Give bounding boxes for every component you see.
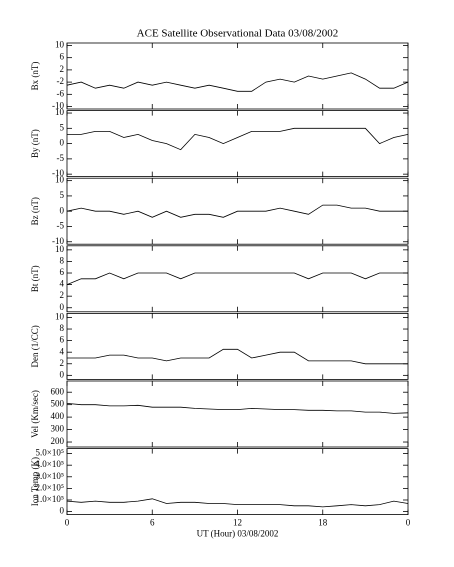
y-tick-label: 10 <box>55 312 65 322</box>
y-tick-label: 0 <box>60 205 65 215</box>
y-tick-label: 5.0×10⁵ <box>36 448 64 458</box>
y-tick-label: 1.0×10⁵ <box>36 494 64 504</box>
y-tick-label: 2 <box>60 358 65 368</box>
y-tick-label: 4.0×10⁵ <box>36 459 64 469</box>
x-tick-label: 6 <box>150 518 155 528</box>
y-tick-label: 10 <box>55 175 65 185</box>
y-tick-label: -2 <box>57 76 65 86</box>
data-line <box>67 127 409 151</box>
panel-frame <box>66 380 409 448</box>
y-axis-label: Ion Temp (K) <box>30 457 40 506</box>
y-tick-label: -10 <box>52 236 64 246</box>
y-tick-label: -10 <box>52 101 64 111</box>
y-tick-label: 8 <box>60 323 65 333</box>
y-axis-label: Bx (nT) <box>30 62 40 91</box>
y-tick-label: 0 <box>60 138 65 148</box>
data-line <box>66 204 408 218</box>
x-tick-label: 0 <box>406 518 411 528</box>
data-line <box>66 403 409 414</box>
y-tick-label: 10 <box>55 40 65 50</box>
y-tick-label: 600 <box>51 386 65 396</box>
y-tick-label: 200 <box>51 436 65 446</box>
y-tick-label: 6 <box>60 267 65 277</box>
x-tick-label: 12 <box>233 518 242 528</box>
data-line <box>66 498 409 508</box>
y-tick-label: -5 <box>57 221 65 231</box>
y-tick-label: 8 <box>60 255 65 265</box>
y-tick-label: 2 <box>60 64 65 74</box>
x-tick-label: 18 <box>318 518 328 528</box>
panel-frame <box>66 110 409 177</box>
y-tick-label: 0 <box>60 506 65 516</box>
y-tick-label: 4 <box>60 279 65 289</box>
y-tick-label: 10 <box>55 244 65 254</box>
y-tick-label: 2 <box>60 290 65 300</box>
y-tick-label: 2.0×10⁵ <box>36 482 64 492</box>
data-line <box>66 272 408 285</box>
y-tick-label: 5 <box>60 122 65 132</box>
chart-title: ACE Satellite Observational Data 03/08/2… <box>137 28 339 40</box>
y-tick-label: 300 <box>51 424 65 434</box>
y-tick-label: 6 <box>60 335 65 345</box>
y-tick-label: 0 <box>60 302 65 312</box>
y-tick-label: 6 <box>60 52 65 62</box>
x-tick-label: 0 <box>65 518 70 528</box>
y-axis-label: Bt (nT) <box>30 265 40 292</box>
y-tick-label: 3.0×10⁵ <box>36 471 64 481</box>
panel-frame <box>66 312 409 380</box>
y-tick-label: -6 <box>57 88 65 98</box>
y-tick-label: -10 <box>52 168 64 178</box>
y-axis-label: By (nT) <box>30 129 40 158</box>
y-tick-label: 10 <box>55 107 65 117</box>
data-line <box>67 348 408 365</box>
y-tick-label: 5 <box>60 190 65 200</box>
panel-frame <box>66 42 409 110</box>
y-tick-label: 0 <box>60 369 65 379</box>
y-axis-label: Den (1/CC) <box>30 325 40 367</box>
y-tick-label: -5 <box>57 153 65 163</box>
y-tick-label: 400 <box>51 411 65 421</box>
y-tick-label: 4 <box>60 346 65 356</box>
data-line <box>66 72 409 92</box>
y-axis-label: Bz (nT) <box>30 197 40 225</box>
x-axis-label: UT (Hour) 03/08/2002 <box>197 529 279 539</box>
y-axis-label: Vel (Km/sec) <box>30 390 40 438</box>
panel-frame <box>66 245 409 313</box>
y-tick-label: 500 <box>51 399 65 409</box>
